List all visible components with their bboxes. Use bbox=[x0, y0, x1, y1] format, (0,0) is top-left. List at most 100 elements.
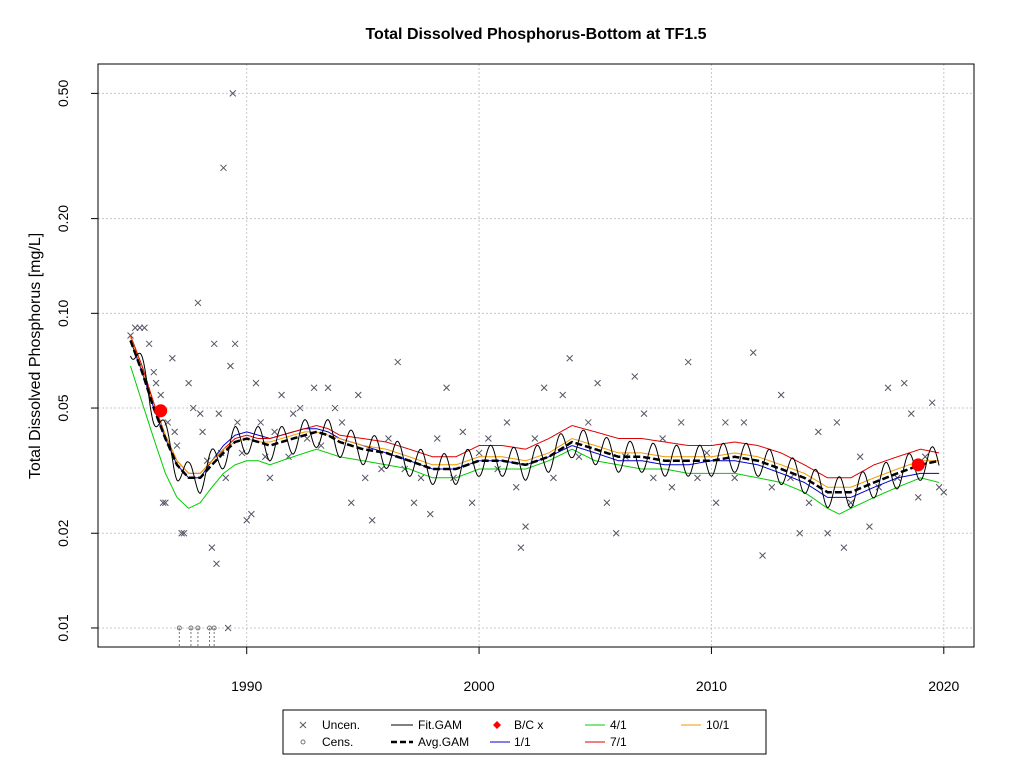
uncensored-point bbox=[928, 399, 936, 407]
uncensored-point bbox=[385, 435, 392, 442]
uncensored-point bbox=[594, 379, 601, 387]
uncensored-point-stroke bbox=[814, 428, 822, 436]
y-tick-label: 0.05 bbox=[55, 394, 71, 421]
uncensored-point-stroke bbox=[159, 499, 167, 507]
uncensored-point bbox=[220, 164, 227, 172]
uncensored-point bbox=[257, 419, 265, 426]
uncensored-point-stroke bbox=[271, 428, 278, 436]
uncensored-point-stroke bbox=[145, 340, 153, 348]
uncensored-point-stroke bbox=[157, 391, 165, 399]
uncensored-point bbox=[468, 499, 476, 507]
uncensored-point-stroke bbox=[227, 362, 234, 370]
uncensored-point-stroke bbox=[522, 523, 529, 530]
legend-avg-label: Avg.GAM bbox=[418, 735, 469, 749]
uncensored-point bbox=[759, 552, 766, 559]
uncensored-point-stroke bbox=[196, 410, 204, 417]
uncensored-point-stroke bbox=[805, 499, 813, 507]
uncensored-point bbox=[459, 428, 467, 436]
y-axis-label: Total Dissolved Phosphorus [mg/L] bbox=[27, 233, 44, 479]
uncensored-point bbox=[777, 391, 785, 399]
uncensored-point bbox=[668, 483, 676, 491]
uncensored-point-stroke bbox=[347, 499, 355, 507]
uncensored-point-stroke bbox=[517, 544, 525, 552]
bc-point bbox=[154, 404, 168, 418]
uncensored-point-stroke bbox=[928, 399, 936, 407]
uncensored-point bbox=[157, 391, 165, 399]
uncensored-point-stroke bbox=[229, 90, 237, 97]
uncensored-point-stroke bbox=[631, 373, 639, 380]
legend-cens-symbol bbox=[300, 739, 306, 745]
uncensored-point bbox=[243, 516, 251, 524]
y-axis: 0.01 0.02 0.05 0.10 0.20 0.50 bbox=[55, 80, 98, 642]
uncensored-point bbox=[840, 544, 848, 552]
uncensored-points bbox=[127, 90, 948, 632]
uncensored-point bbox=[234, 419, 241, 426]
uncensored-point bbox=[278, 391, 285, 399]
uncensored-point bbox=[740, 419, 748, 426]
uncensored-point bbox=[145, 340, 153, 348]
uncensored-point bbox=[194, 299, 202, 307]
uncensored-point bbox=[152, 379, 160, 387]
uncensored-point-stroke bbox=[443, 384, 450, 392]
uncensored-point-stroke bbox=[185, 379, 192, 387]
uncensored-point-stroke bbox=[289, 410, 297, 417]
censored-point bbox=[211, 625, 217, 631]
uncensored-point-stroke bbox=[310, 384, 318, 392]
uncensored-point bbox=[856, 453, 864, 461]
uncensored-point-stroke bbox=[612, 529, 620, 537]
uncensored-point bbox=[722, 419, 729, 426]
uncensored-point-stroke bbox=[215, 410, 223, 417]
censored-point bbox=[207, 625, 213, 631]
censored-points bbox=[176, 625, 217, 647]
uncensored-point bbox=[213, 560, 220, 568]
uncensored-point-stroke bbox=[194, 299, 202, 307]
legend-d1-label: 1/1 bbox=[514, 735, 531, 749]
uncensored-point bbox=[303, 435, 311, 442]
uncensored-point-stroke bbox=[296, 404, 304, 412]
uncensored-point bbox=[378, 465, 385, 473]
uncensored-point bbox=[324, 384, 332, 392]
uncensored-point bbox=[814, 428, 822, 436]
uncensored-point-stroke bbox=[914, 494, 922, 501]
censored-point bbox=[195, 625, 201, 631]
uncensored-point bbox=[180, 529, 188, 537]
uncensored-point bbox=[159, 499, 167, 507]
uncensored-point-stroke bbox=[385, 435, 392, 442]
uncensored-point bbox=[805, 499, 813, 507]
uncensored-point bbox=[559, 391, 567, 399]
uncensored-point bbox=[575, 453, 583, 461]
uncensored-point-stroke bbox=[173, 442, 181, 449]
uncensored-point-stroke bbox=[787, 474, 794, 482]
uncensored-point-stroke bbox=[171, 428, 179, 436]
uncensored-point-stroke bbox=[575, 453, 583, 461]
uncensored-point-stroke bbox=[354, 391, 362, 399]
uncensored-point-stroke bbox=[712, 499, 720, 507]
uncensored-point bbox=[731, 474, 739, 482]
uncensored-point-stroke bbox=[331, 404, 339, 412]
uncensored-point-stroke bbox=[180, 529, 188, 537]
uncensored-point-stroke bbox=[503, 419, 511, 426]
uncensored-point-stroke bbox=[368, 516, 376, 524]
uncensored-point-stroke bbox=[840, 544, 848, 552]
uncensored-point-stroke bbox=[266, 474, 274, 482]
uncensored-point-stroke bbox=[152, 379, 160, 387]
uncensored-point-stroke bbox=[640, 410, 648, 417]
uncensored-point bbox=[173, 442, 181, 449]
uncensored-point-stroke bbox=[550, 474, 557, 482]
uncensored-point bbox=[824, 529, 831, 537]
uncensored-point bbox=[296, 404, 304, 412]
uncensored-point-stroke bbox=[234, 419, 241, 426]
uncensored-point-stroke bbox=[361, 474, 369, 482]
uncensored-point-stroke bbox=[694, 474, 701, 482]
uncensored-point bbox=[768, 483, 776, 491]
x-tick-label: 2010 bbox=[696, 678, 727, 694]
uncensored-point-stroke bbox=[210, 340, 218, 348]
uncensored-point-stroke bbox=[468, 499, 476, 507]
uncensored-point-stroke bbox=[433, 435, 441, 442]
uncensored-point bbox=[208, 544, 216, 552]
uncensored-point bbox=[833, 419, 841, 426]
uncensored-point-stroke bbox=[603, 499, 611, 507]
uncensored-point-stroke bbox=[668, 483, 676, 491]
